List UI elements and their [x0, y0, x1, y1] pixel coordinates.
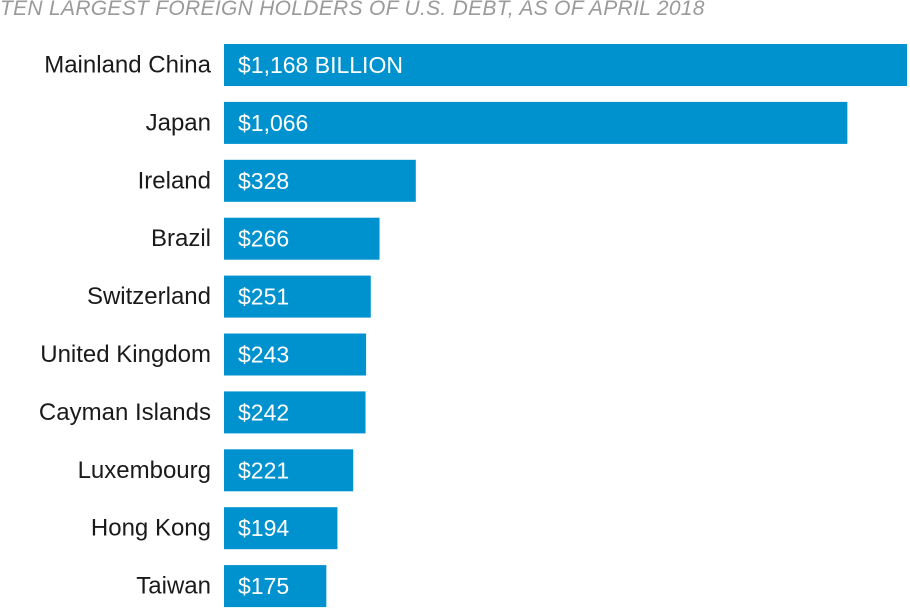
category-label: Ireland [138, 167, 211, 194]
bar [224, 391, 366, 434]
category-label: United Kingdom [40, 341, 211, 368]
bar [224, 333, 367, 376]
value-label: $328 [238, 168, 289, 194]
bar [224, 507, 338, 550]
bar [224, 275, 371, 318]
value-label: $194 [238, 515, 289, 541]
category-label: Mainland China [44, 52, 211, 79]
category-label: Luxembourg [78, 457, 211, 484]
chart-title: TEN LARGEST FOREIGN HOLDERS OF U.S. DEBT… [0, 0, 705, 20]
value-label: $266 [238, 226, 289, 252]
bar [224, 101, 848, 144]
bar [224, 44, 907, 86]
value-label: $243 [238, 342, 289, 368]
category-label: Japan [146, 109, 211, 136]
category-label: Brazil [151, 225, 211, 252]
category-label: Switzerland [87, 283, 211, 310]
bar [224, 565, 327, 608]
category-label: Hong Kong [91, 515, 211, 542]
bar [224, 159, 416, 202]
value-label: $175 [238, 573, 289, 599]
value-label: $242 [238, 399, 289, 425]
value-label: $1,168 BILLION [238, 52, 403, 78]
value-label: $1,066 [238, 110, 308, 136]
category-label: Cayman Islands [39, 399, 211, 426]
bar [224, 217, 380, 260]
category-label: Taiwan [136, 573, 211, 600]
bar [224, 449, 354, 492]
value-label: $221 [238, 457, 289, 483]
value-label: $251 [238, 284, 289, 310]
